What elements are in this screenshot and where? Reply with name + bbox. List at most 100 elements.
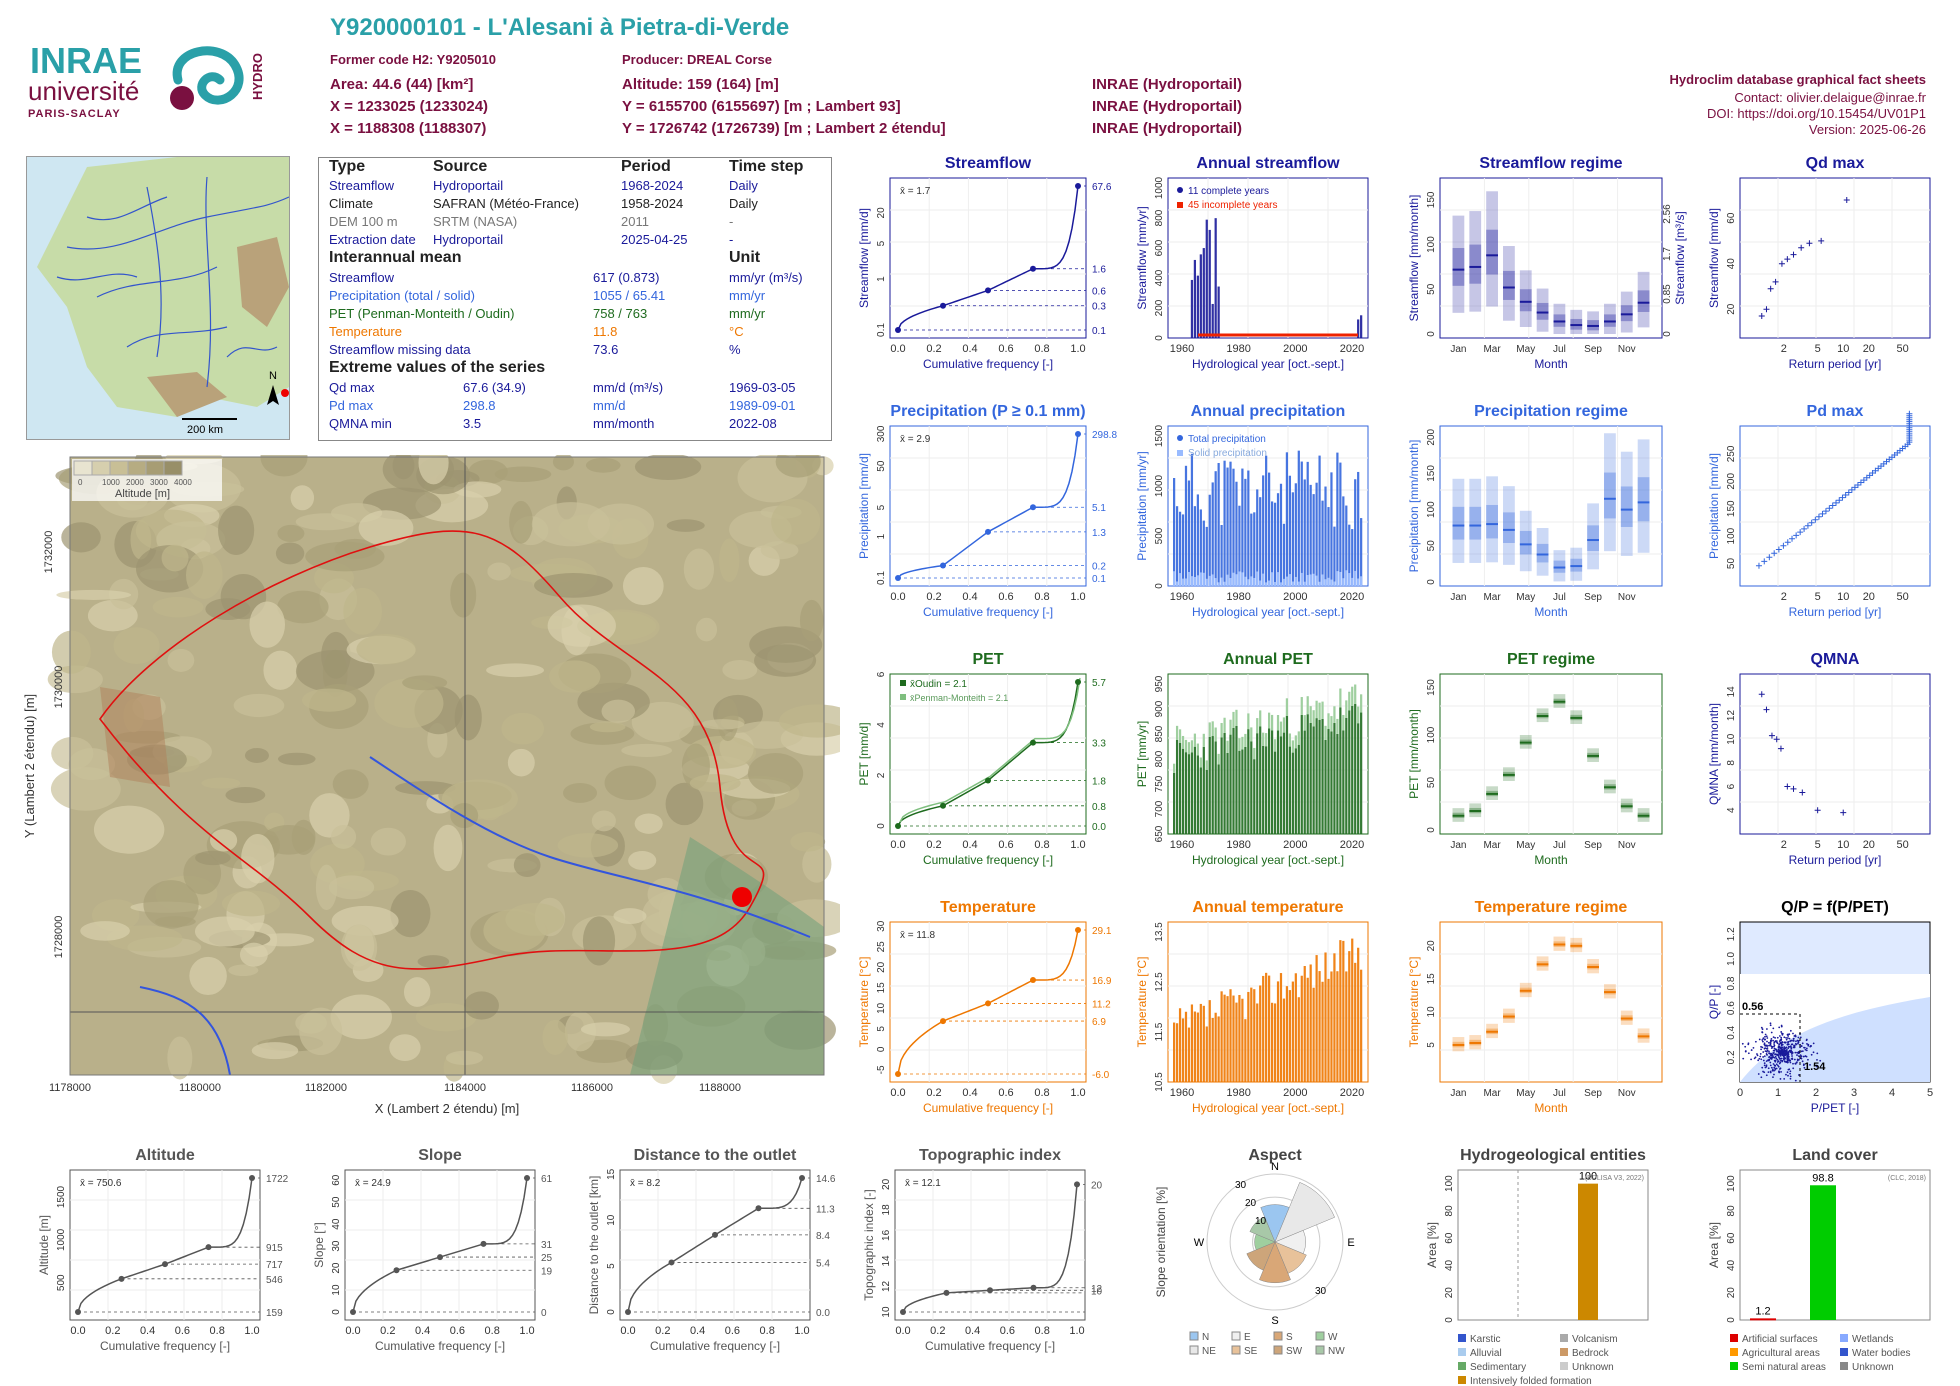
- annual_temperature-bar: [1175, 1023, 1179, 1082]
- contact[interactable]: Contact: olivier.delaigue@inrae.fr: [1734, 90, 1926, 105]
- col-source: Source: [433, 158, 488, 175]
- qp_budyko-point: [1767, 1071, 1770, 1073]
- slope-mean-label: x̄ = 24.9: [355, 1178, 391, 1189]
- qp_budyko-point: [1771, 1069, 1774, 1072]
- qp_budyko-point: [1779, 1051, 1782, 1053]
- annual_temperature-bar: [1244, 1019, 1247, 1082]
- altitude-legend-tick: 3000: [150, 478, 168, 487]
- qp_budyko-point: [1786, 1055, 1789, 1058]
- terrain-patch: [403, 977, 431, 1007]
- doi-link[interactable]: DOI: https://doi.org/10.15454/UV01P1: [1707, 106, 1926, 121]
- qp_budyko-point: [1815, 1065, 1818, 1068]
- annual_temperature-bar: [1351, 938, 1354, 1082]
- qp_budyko-point: [1781, 1054, 1784, 1057]
- annual_precip-bar: [1348, 524, 1351, 586]
- annual_precip-solid-bar: [1339, 571, 1342, 586]
- qp_budyko-point: [1789, 1075, 1792, 1078]
- annual_precip-solid-bar: [1294, 576, 1297, 586]
- altitude-ytick: 1000: [56, 1228, 67, 1251]
- altitude-frame: [69, 1169, 261, 1321]
- qp_budyko-point: [1799, 1032, 1801, 1035]
- annual_streamflow-bar: [1199, 254, 1202, 338]
- pet_regime-box-outer: [1637, 808, 1650, 822]
- producer: Producer: DREAL Corse: [622, 52, 773, 67]
- annual_precip-solid-bar: [1214, 578, 1217, 586]
- terrain-patch: [277, 524, 305, 542]
- qp_budyko-point: [1773, 1044, 1776, 1047]
- qp_budyko-point: [1794, 1034, 1797, 1037]
- qmna-ytick: 8: [1726, 760, 1737, 766]
- qp_budyko-point: [1788, 1037, 1791, 1040]
- temperature_regime-xtick: Nov: [1618, 1088, 1636, 1099]
- qp_budyko-point: [1789, 1045, 1792, 1048]
- terrain-patch: [415, 1002, 477, 1032]
- qp_budyko-point: [1770, 1031, 1773, 1034]
- aspect-slice: [1274, 1241, 1307, 1274]
- qp_budyko-point: [1783, 1052, 1786, 1054]
- terrain-patch: [501, 712, 545, 745]
- precip-xtick: 0.0: [890, 591, 905, 603]
- qp_budyko-point: [1798, 1074, 1800, 1076]
- precip-ytick: 50: [876, 460, 887, 472]
- streamflow_regime-box-outer: [1452, 215, 1465, 313]
- qp_budyko-point: [1797, 1036, 1800, 1039]
- terrain-patch: [221, 890, 280, 917]
- annual_streamflow-ytick: 400: [1154, 269, 1165, 286]
- qp_budyko-point: [1790, 1047, 1793, 1050]
- pet_regime-box-inner: [1620, 803, 1633, 809]
- temperature_regime-frame: [1439, 921, 1663, 1083]
- annual_temperature-bar: [1360, 969, 1363, 1082]
- qp_budyko-point: [1786, 1057, 1789, 1059]
- qp_budyko-point: [1777, 1048, 1780, 1051]
- annual_precip-bar: [1181, 514, 1185, 586]
- annual_pet-bar: [1288, 746, 1292, 834]
- annual_precip-solid-bar: [1199, 572, 1202, 586]
- qp_budyko-ytick: 1.2: [1726, 927, 1737, 941]
- aspect-ring: [1206, 1173, 1344, 1311]
- pd_max-point: [1904, 441, 1911, 448]
- annual_precip-solid-bar: [1178, 573, 1182, 586]
- altitude-ylabel: Altitude [m]: [37, 1215, 51, 1275]
- pet_regime-box-inner: [1637, 812, 1650, 819]
- annual_streamflow-xtick: 1960: [1170, 343, 1194, 355]
- temperature_regime-box-inner: [1486, 1028, 1498, 1035]
- streamflow_regime-box-outer: [1486, 191, 1498, 307]
- annual_pet-pm-bar: [1235, 709, 1238, 726]
- annual_precip-solid-bar: [1175, 581, 1179, 586]
- qp_budyko-point: [1780, 1070, 1782, 1073]
- info-source-0: Hydroportail: [433, 178, 504, 193]
- temperature_regime-box-inner: [1536, 961, 1549, 967]
- annual_pet-pm-bar: [1178, 729, 1182, 743]
- terrain-patch: [580, 1022, 630, 1037]
- streamflow-frame: [889, 177, 1087, 339]
- qp_budyko-point: [1773, 1069, 1775, 1072]
- pet-right-tick: 1.8: [1092, 777, 1106, 788]
- qp_budyko-point: [1772, 1036, 1775, 1039]
- qp_budyko-point: [1779, 1047, 1782, 1050]
- qmna-ylabel: QMNA [mm/month]: [1707, 703, 1721, 805]
- qp_budyko-xtick: 5: [1927, 1087, 1933, 1099]
- streamflow_regime-ytick: 0: [1426, 331, 1437, 337]
- pd_max-point: [1906, 416, 1913, 423]
- annual_temperature-bar: [1345, 971, 1348, 1082]
- topo_index-xtick: 0.6: [1000, 1325, 1015, 1337]
- qp_budyko-point: [1774, 1064, 1777, 1067]
- qp_budyko-point: [1781, 1041, 1784, 1044]
- annual_precip-solid-bar: [1202, 572, 1205, 586]
- qp_budyko-point: [1764, 1035, 1766, 1038]
- qp_budyko-point: [1776, 1061, 1779, 1063]
- hydrogeology-frame: [1457, 1169, 1649, 1321]
- annual_precip-bar: [1273, 502, 1277, 586]
- river-secondary: [139, 986, 231, 1076]
- annual_precip-solid-bar: [1360, 576, 1363, 586]
- north-label: N: [269, 370, 277, 382]
- annual_streamflow-title: Annual streamflow: [1196, 155, 1340, 172]
- qp_budyko-point: [1803, 1046, 1806, 1049]
- annual_precip-solid-bar: [1291, 581, 1294, 586]
- qp_budyko-point: [1805, 1055, 1808, 1058]
- slope-xtick: 1.0: [519, 1325, 534, 1337]
- annual_pet-xtick: 2000: [1283, 839, 1307, 851]
- qp_budyko-point: [1781, 1046, 1784, 1049]
- annual_pet-bar: [1235, 725, 1238, 834]
- annual_precip-bar: [1318, 455, 1321, 586]
